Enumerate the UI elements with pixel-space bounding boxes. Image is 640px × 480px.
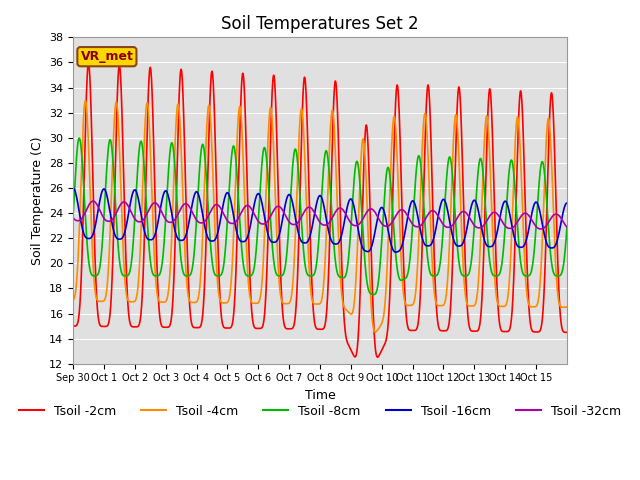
Line: Tsoil -32cm: Tsoil -32cm	[73, 201, 567, 229]
Tsoil -8cm	[277, 273, 285, 279]
Tsoil -8cm	[76, 135, 83, 141]
Tsoil -2cm	[69, 323, 77, 329]
Tsoil -8cm	[428, 273, 436, 278]
Tsoil -8cm	[548, 263, 556, 269]
Tsoil -8cm	[524, 273, 531, 279]
Tsoil -16cm	[428, 240, 436, 246]
Tsoil -32cm	[537, 226, 545, 232]
Tsoil -4cm	[304, 238, 312, 244]
Tsoil -32cm	[428, 208, 436, 214]
Line: Tsoil -16cm: Tsoil -16cm	[73, 188, 567, 252]
Tsoil -2cm	[374, 354, 381, 360]
Line: Tsoil -4cm: Tsoil -4cm	[73, 101, 567, 332]
Tsoil -2cm	[281, 323, 289, 329]
Tsoil -32cm	[304, 204, 312, 210]
Line: Tsoil -2cm: Tsoil -2cm	[73, 63, 567, 357]
X-axis label: Time: Time	[305, 389, 335, 402]
Text: VR_met: VR_met	[81, 50, 133, 63]
Tsoil -16cm	[281, 205, 289, 211]
Tsoil -4cm	[428, 258, 436, 264]
Tsoil -4cm	[81, 98, 89, 104]
Title: Soil Temperatures Set 2: Soil Temperatures Set 2	[221, 15, 419, 33]
Tsoil -4cm	[69, 298, 77, 303]
Tsoil -16cm	[563, 200, 571, 206]
Tsoil -32cm	[69, 215, 77, 220]
Tsoil -2cm	[563, 329, 571, 335]
Tsoil -4cm	[372, 329, 380, 335]
Tsoil -4cm	[548, 170, 556, 176]
Tsoil -4cm	[277, 293, 285, 299]
Tsoil -32cm	[563, 224, 571, 230]
Tsoil -4cm	[524, 295, 531, 301]
Tsoil -32cm	[524, 211, 531, 217]
Tsoil -16cm	[69, 185, 77, 191]
Tsoil -32cm	[281, 211, 289, 216]
Tsoil -2cm	[524, 273, 531, 278]
Tsoil -2cm	[548, 92, 556, 97]
Tsoil -8cm	[304, 272, 312, 278]
Tsoil -4cm	[563, 304, 571, 310]
Tsoil -32cm	[89, 198, 97, 204]
Tsoil -8cm	[69, 214, 77, 219]
Tsoil -16cm	[276, 227, 284, 233]
Tsoil -8cm	[370, 292, 378, 298]
Tsoil -8cm	[563, 225, 571, 230]
Tsoil -2cm	[304, 143, 312, 148]
Tsoil -4cm	[281, 301, 289, 307]
Tsoil -8cm	[281, 267, 289, 273]
Tsoil -16cm	[304, 239, 312, 244]
Tsoil -16cm	[392, 249, 399, 255]
Line: Tsoil -8cm: Tsoil -8cm	[73, 138, 567, 295]
Tsoil -2cm	[428, 177, 436, 183]
Y-axis label: Soil Temperature (C): Soil Temperature (C)	[31, 136, 44, 265]
Tsoil -32cm	[548, 214, 556, 220]
Tsoil -16cm	[524, 233, 531, 239]
Tsoil -2cm	[277, 272, 285, 277]
Tsoil -2cm	[84, 60, 92, 66]
Tsoil -16cm	[548, 245, 556, 251]
Tsoil -32cm	[277, 204, 285, 210]
Legend: Tsoil -2cm, Tsoil -4cm, Tsoil -8cm, Tsoil -16cm, Tsoil -32cm: Tsoil -2cm, Tsoil -4cm, Tsoil -8cm, Tsoi…	[14, 400, 626, 423]
